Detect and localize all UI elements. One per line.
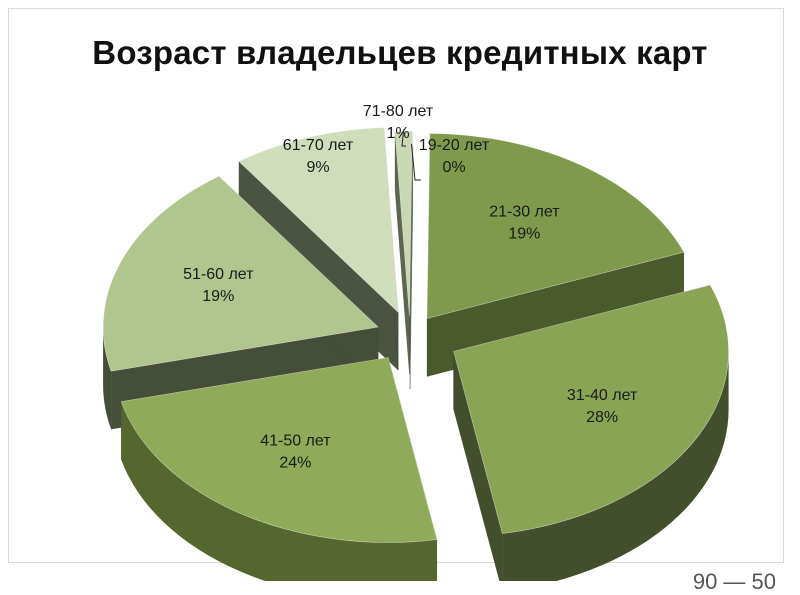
category-label-3: 41-50 лет xyxy=(260,433,331,450)
value-label-0: 0% xyxy=(442,159,465,176)
pie-chart: 19-20 лет 0% 21-30 лет 19% 31-40 лет 28% 41-50… xyxy=(0,0,800,581)
cut-off-footer-text: 90 — 50 xyxy=(693,569,776,595)
value-label-4: 19% xyxy=(202,288,234,305)
value-label-5: 9% xyxy=(306,159,329,176)
category-label-6: 71-80 лет xyxy=(363,103,434,120)
category-label-1: 21-30 лет xyxy=(489,203,560,220)
value-label-2: 28% xyxy=(586,409,618,426)
value-label-3: 24% xyxy=(279,455,311,472)
category-label-4: 51-60 лет xyxy=(183,266,254,283)
category-label-0: 19-20 лет xyxy=(419,137,490,154)
value-label-1: 19% xyxy=(508,225,540,242)
value-label-6: 1% xyxy=(386,125,409,142)
category-label-2: 31-40 лет xyxy=(567,387,638,404)
category-label-5: 61-70 лет xyxy=(283,137,354,154)
